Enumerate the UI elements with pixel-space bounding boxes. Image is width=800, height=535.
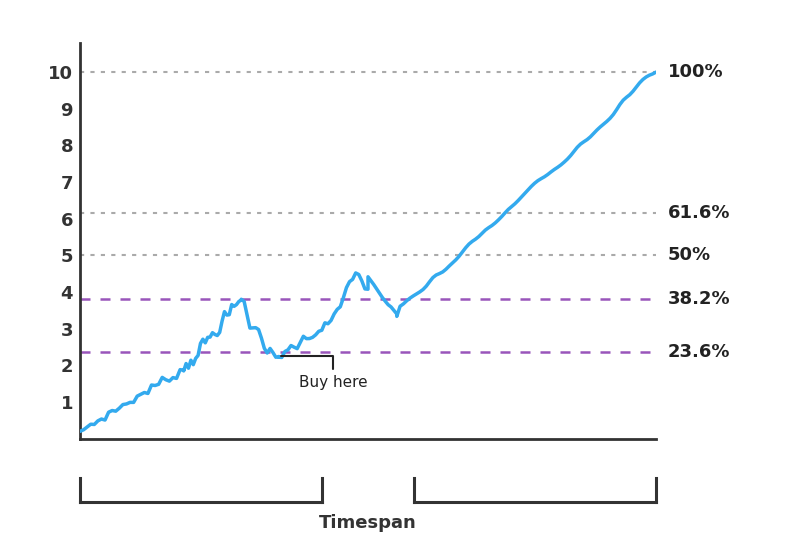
Text: 100%: 100% [667, 63, 723, 81]
Text: 23.6%: 23.6% [667, 343, 730, 361]
Text: 61.6%: 61.6% [667, 204, 730, 222]
Text: Buy here: Buy here [282, 356, 367, 389]
Text: 50%: 50% [667, 247, 710, 264]
Text: Timespan: Timespan [319, 514, 417, 532]
Text: 38.2%: 38.2% [667, 289, 730, 308]
